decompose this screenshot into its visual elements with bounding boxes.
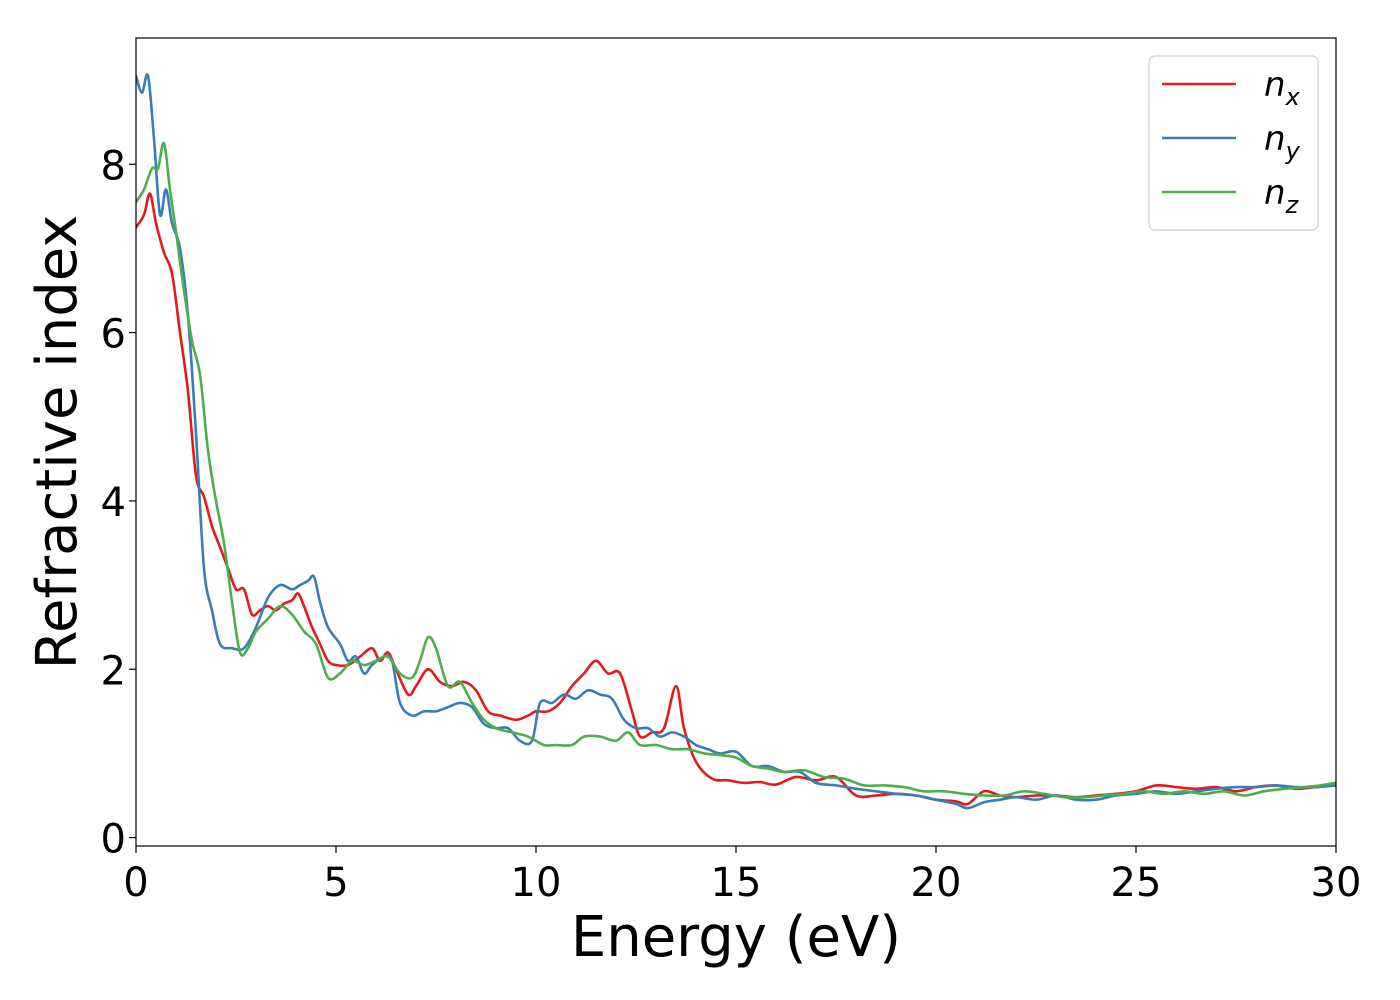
x-tick-label: 20 <box>911 860 962 906</box>
y-tick-label: 6 <box>101 312 126 358</box>
series-line-ny <box>136 73 1336 810</box>
legend-label-nz: nz <box>1264 173 1300 219</box>
y-tick-label: 2 <box>101 648 126 694</box>
x-tick-label: 10 <box>511 860 562 906</box>
series-line-nz <box>136 141 1336 799</box>
legend-label-nx: nx <box>1264 65 1301 111</box>
legend-label-ny: ny <box>1264 119 1301 165</box>
y-tick-label: 4 <box>101 480 126 526</box>
series-layer <box>136 73 1336 810</box>
x-tick-label: 30 <box>1311 860 1362 906</box>
y-axis: 0 2 4 6 8 <box>101 143 136 863</box>
series-line-nx <box>136 192 1336 806</box>
y-tick-label: 8 <box>101 143 126 189</box>
x-tick-label: 25 <box>1111 860 1162 906</box>
x-tick-label: 0 <box>123 860 148 906</box>
legend: nx ny nz <box>1148 55 1319 231</box>
x-axis-title: Energy (eV) <box>571 905 901 970</box>
y-axis-title: Refractive index <box>25 215 90 670</box>
x-tick-label: 5 <box>323 860 348 906</box>
x-axis: 0 5 10 15 20 25 30 <box>123 846 1361 906</box>
legend-box <box>1148 55 1319 231</box>
x-tick-label: 15 <box>711 860 762 906</box>
y-tick-label: 0 <box>101 817 126 863</box>
